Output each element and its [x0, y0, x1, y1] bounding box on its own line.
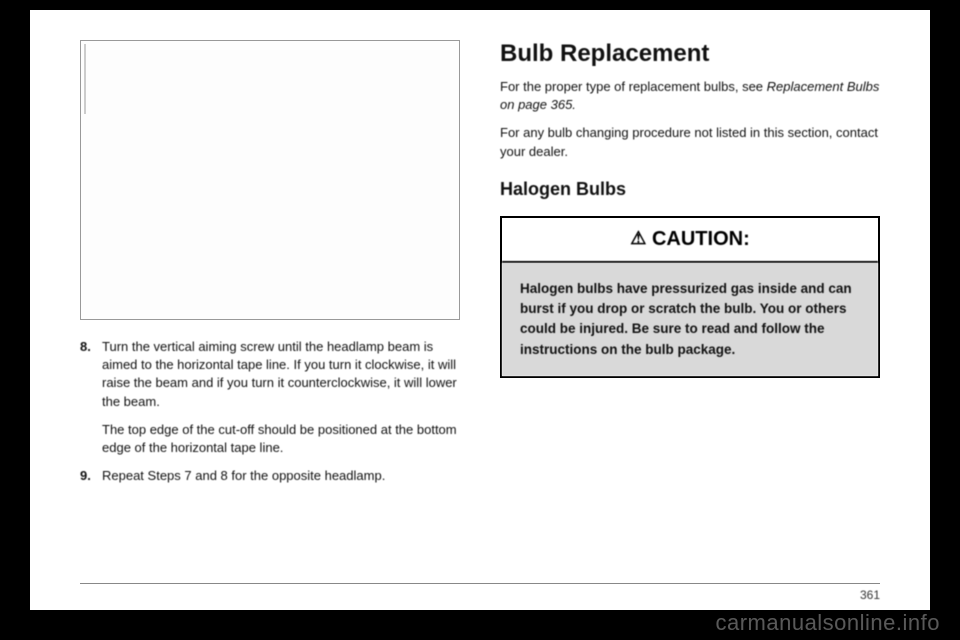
manual-page: 8. Turn the vertical aiming screw until … [30, 10, 930, 610]
caution-label: CAUTION: [652, 228, 750, 250]
step-8: 8. Turn the vertical aiming screw until … [80, 338, 460, 411]
footer-rule [80, 583, 880, 584]
paragraph-contact-dealer: For any bulb changing procedure not list… [500, 124, 880, 160]
step-text: Turn the vertical aiming screw until the… [102, 338, 460, 411]
left-column: 8. Turn the vertical aiming screw until … [80, 40, 460, 590]
caution-box: ⚠ CAUTION: Halogen bulbs have pressurize… [500, 216, 880, 378]
caution-header: ⚠ CAUTION: [502, 218, 878, 263]
watermark: carmanualsonline.info [715, 610, 940, 636]
step-number: 8. [80, 338, 102, 411]
heading-halogen-bulbs: Halogen Bulbs [500, 179, 880, 200]
figure-placeholder [80, 40, 460, 320]
step-8-sub: The top edge of the cut-off should be po… [102, 421, 460, 457]
right-column: Bulb Replacement For the proper type of … [500, 40, 880, 590]
heading-bulb-replacement: Bulb Replacement [500, 40, 880, 68]
text: For the proper type of replacement bulbs… [500, 79, 767, 94]
step-text: Repeat Steps 7 and 8 for the opposite he… [102, 467, 460, 485]
step-9: 9. Repeat Steps 7 and 8 for the opposite… [80, 467, 460, 485]
step-number: 9. [80, 467, 102, 485]
page-number: 361 [860, 588, 880, 602]
warning-icon: ⚠ [630, 228, 646, 248]
paragraph-replacement-ref: For the proper type of replacement bulbs… [500, 78, 880, 114]
caution-body: Halogen bulbs have pressurized gas insid… [502, 263, 878, 376]
